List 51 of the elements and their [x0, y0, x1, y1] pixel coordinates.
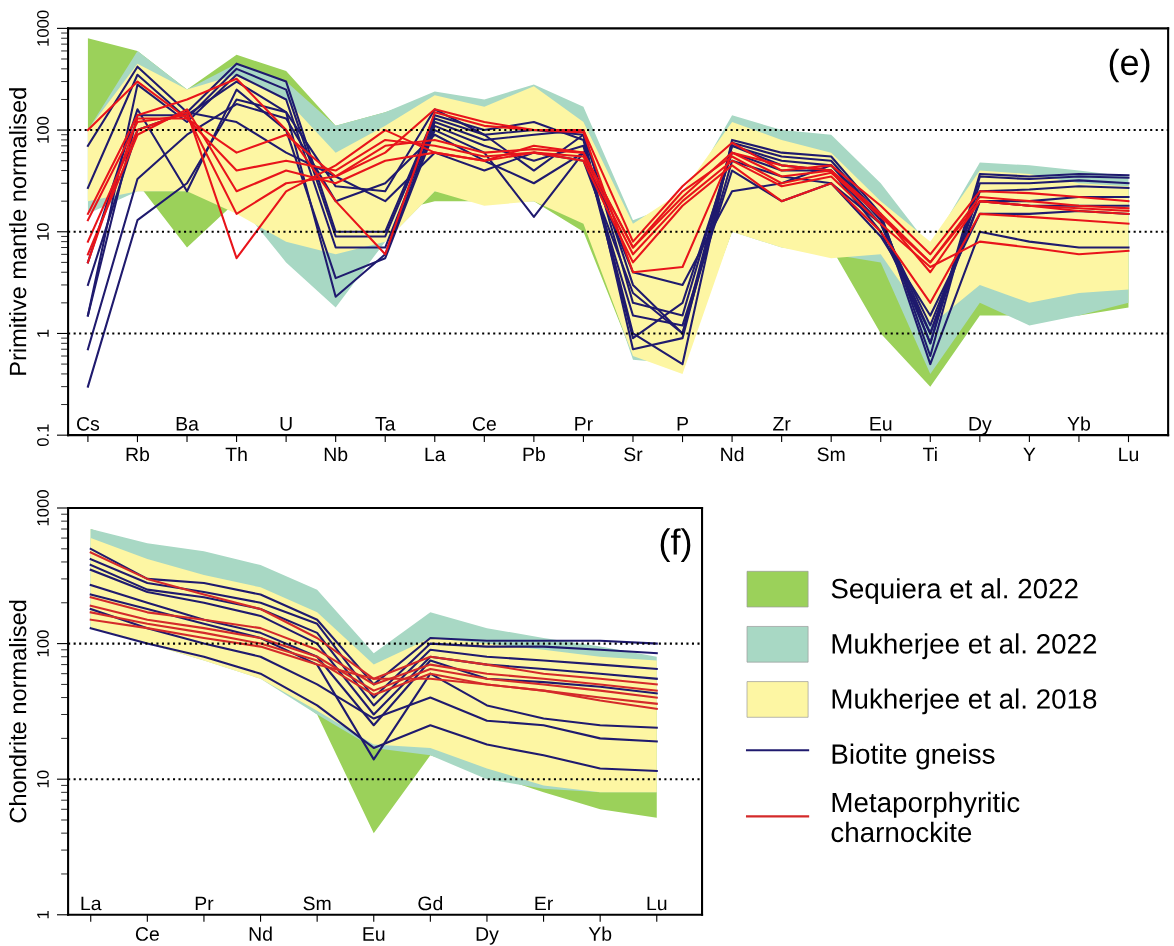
- y-tick-label: 1: [37, 329, 49, 337]
- legend-label: Sequiera et al. 2022: [831, 578, 1078, 605]
- x-tick-label: Dy: [969, 417, 992, 435]
- x-tick-label: Zr: [773, 417, 791, 431]
- legend-label: Mukherjee et al. 2022: [832, 633, 1097, 660]
- x-tick-label: P: [677, 417, 688, 431]
- x-tick-label: Nd: [249, 926, 272, 941]
- x-tick-label: La: [81, 896, 102, 911]
- x-tick-label: Th: [225, 446, 247, 462]
- annotation: (e): [1109, 48, 1150, 83]
- x-tick-label: Sr: [624, 447, 643, 462]
- legend-label: Metaporphyritic charnockite: [831, 791, 1020, 843]
- y-tick-label: 10: [37, 770, 49, 788]
- x-tick-label: Pr: [195, 896, 214, 911]
- x-tick-label: Eu: [363, 927, 385, 941]
- x-tick-label: Ba: [176, 417, 199, 431]
- y-axis-title: Primitive mantle normalised: [9, 88, 27, 375]
- x-tick-label: Gd: [418, 896, 443, 911]
- x-tick-label: Sm: [303, 896, 331, 911]
- x-tick-label: Ce: [472, 416, 496, 431]
- y-tick-label: 100: [37, 116, 49, 143]
- x-tick-label: Ce: [135, 927, 159, 941]
- x-tick-label: Er: [535, 896, 553, 911]
- y-axis-title: Chondrite normalised: [9, 600, 27, 823]
- x-tick-label: Y: [1023, 447, 1036, 462]
- y-tick-label: 10: [37, 223, 49, 240]
- x-tick-label: Ti: [922, 446, 937, 462]
- y-tick-label: 1000: [37, 10, 49, 46]
- x-tick-label: Yb: [588, 926, 612, 941]
- x-tick-label: Nb: [324, 446, 348, 462]
- x-tick-label: Lu: [1119, 447, 1139, 462]
- y-tick-label: 1000: [37, 490, 49, 526]
- x-tick-label: Nd: [721, 446, 744, 462]
- legend-label: Biotite gneiss: [832, 743, 995, 770]
- x-tick-label: Yb: [1067, 416, 1091, 431]
- y-tick-label: 1: [37, 910, 49, 919]
- x-tick-label: La: [425, 447, 446, 462]
- x-tick-label: Cs: [77, 416, 100, 431]
- x-tick-label: Rb: [126, 446, 150, 462]
- x-tick-label: Pb: [523, 446, 545, 462]
- x-tick-label: Lu: [647, 896, 667, 911]
- x-tick-label: Sm: [817, 447, 845, 462]
- x-tick-label: Pr: [575, 417, 593, 431]
- annotation: (f): [660, 528, 691, 562]
- x-tick-label: Ta: [375, 417, 396, 431]
- legend-label: Mukherjee et al. 2018: [832, 688, 1097, 715]
- y-tick-label: 0.1: [37, 424, 49, 447]
- x-tick-label: Dy: [476, 927, 499, 945]
- x-tick-label: Eu: [870, 417, 892, 431]
- y-tick-label: 100: [37, 630, 49, 657]
- x-tick-label: U: [280, 417, 292, 431]
